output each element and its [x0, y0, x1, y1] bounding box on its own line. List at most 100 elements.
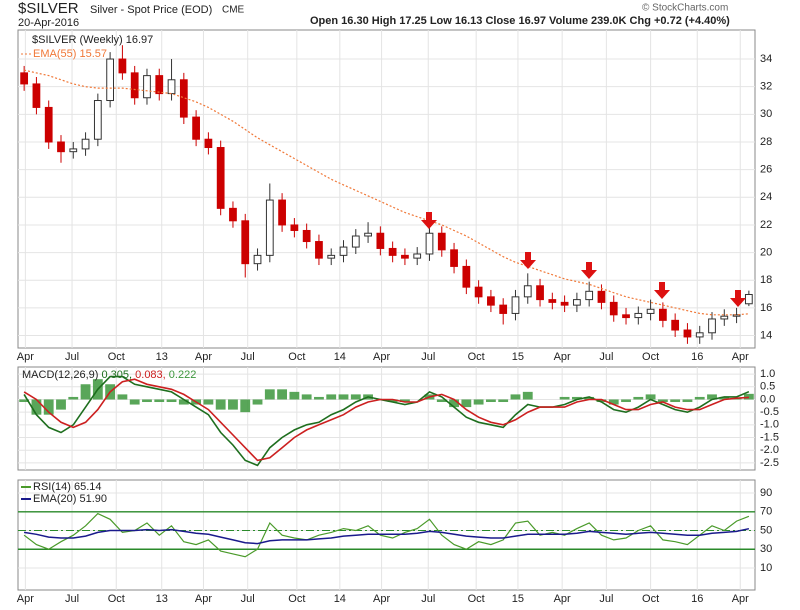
candle-body [634, 312, 643, 319]
legend-entry: RSI(14) 65.14 [33, 481, 101, 493]
chart-subtitle: Silver - Spot Price (EOD) [90, 4, 212, 16]
histogram-bar [596, 399, 607, 403]
quote: Open 16.30 High 17.25 Low 16.13 Close 16… [310, 15, 730, 27]
histogram-bar [670, 399, 681, 403]
y-tick-label: 22 [760, 219, 772, 231]
candle-body [278, 199, 286, 226]
chart-title: $SILVER [18, 0, 79, 17]
y-tick-label: 10 [760, 562, 772, 574]
candle-body [560, 301, 569, 306]
histogram-bar [510, 394, 521, 400]
legend-entry: $SILVER (Weekly) 16.97 [32, 34, 153, 46]
histogram-bar [314, 396, 324, 400]
histogram-bar [694, 396, 705, 400]
candle-body [720, 315, 729, 320]
y-tick-label: -2.5 [760, 457, 779, 469]
x-tick-label: Oct [642, 351, 659, 363]
x-tick-label: Apr [373, 593, 390, 605]
candle-body [376, 232, 385, 249]
series-line [23, 512, 750, 558]
histogram-bar [719, 396, 730, 400]
x-tick-label: 15 [512, 351, 524, 363]
y-tick-label: 32 [760, 81, 772, 93]
candle-body [69, 148, 78, 153]
y-tick-label: -2.0 [760, 444, 779, 456]
candle-body [167, 79, 176, 95]
histogram-bar [338, 394, 349, 400]
histogram-bar [400, 399, 410, 403]
date: 20-Apr-2016 [18, 17, 79, 29]
y-tick-label: 0.0 [760, 393, 775, 405]
legend-entry: MACD(12,26,9) 0.305, 0.083, 0.222 [22, 369, 196, 381]
x-tick-label: Apr [195, 351, 212, 363]
candle-body [658, 308, 667, 321]
candle-body [474, 286, 483, 298]
x-tick-label: Jul [65, 351, 79, 363]
y-tick-label: 26 [760, 164, 772, 176]
x-tick-label: 15 [512, 593, 524, 605]
x-tick-label: Oct [288, 593, 305, 605]
histogram-bar [645, 394, 656, 400]
x-tick-label: Jul [599, 351, 613, 363]
annotation-arrows [421, 212, 746, 307]
histogram-bar [436, 399, 447, 403]
panel-frame [17, 29, 756, 349]
candle-body [732, 314, 741, 317]
histogram-bar [449, 399, 459, 408]
legend-entry: EMA(55) 15.57 [33, 48, 107, 60]
histogram-bar [228, 399, 238, 410]
histogram-bar [277, 389, 288, 400]
candle-body [671, 319, 680, 331]
histogram-bar [743, 393, 754, 400]
legend-text: 0.222 [169, 369, 197, 381]
x-tick-label: Oct [108, 351, 125, 363]
x-tick-label: Jul [421, 593, 435, 605]
histogram-bar [203, 399, 214, 405]
histogram-bar [633, 396, 644, 400]
candle-body [597, 290, 606, 303]
candle-body [229, 207, 237, 222]
candle-body [179, 79, 188, 118]
candle-body [425, 232, 434, 255]
candle-body [20, 72, 29, 85]
x-tick-label: 16 [691, 351, 703, 363]
x-tick-label: Jul [241, 351, 255, 363]
legend-text: MACD(12,26,9) [22, 369, 98, 381]
x-tick-label: 13 [156, 351, 168, 363]
y-tick-label: 24 [760, 191, 772, 203]
x-tick-label: Oct [642, 593, 659, 605]
histogram-bar [166, 399, 177, 403]
x-tick-label: Oct [468, 351, 485, 363]
histogram-bar [485, 399, 496, 403]
candle-body [81, 138, 90, 150]
histogram-bar [326, 394, 337, 400]
series-line [23, 378, 749, 462]
candle-body [241, 220, 250, 265]
candle-body [450, 249, 458, 267]
legend-text: 0.305, [101, 369, 132, 381]
histogram-bar [264, 389, 275, 400]
x-tick-label: Apr [732, 593, 749, 605]
legend-entry: EMA(20) 51.90 [33, 493, 107, 505]
histogram-bar [215, 399, 226, 410]
candle-body [143, 75, 151, 99]
candle-body [487, 296, 495, 306]
series-line [23, 69, 749, 316]
candle-body [327, 254, 336, 259]
histogram-bar [178, 399, 189, 405]
candle-body [204, 138, 213, 149]
y-tick-label: 1.0 [760, 368, 775, 380]
candle-body [462, 265, 471, 288]
x-tick-label: Jul [65, 593, 79, 605]
candle-body [57, 141, 65, 153]
y-tick-label: 20 [760, 247, 772, 259]
x-tick-label: Apr [732, 351, 749, 363]
x-tick-label: Jul [421, 351, 435, 363]
histogram-bar [289, 391, 300, 400]
candle-body [523, 285, 532, 298]
arrow [730, 290, 746, 307]
histogram-bar [498, 399, 509, 403]
histogram-bar [522, 391, 533, 400]
histogram-bar [19, 399, 30, 403]
